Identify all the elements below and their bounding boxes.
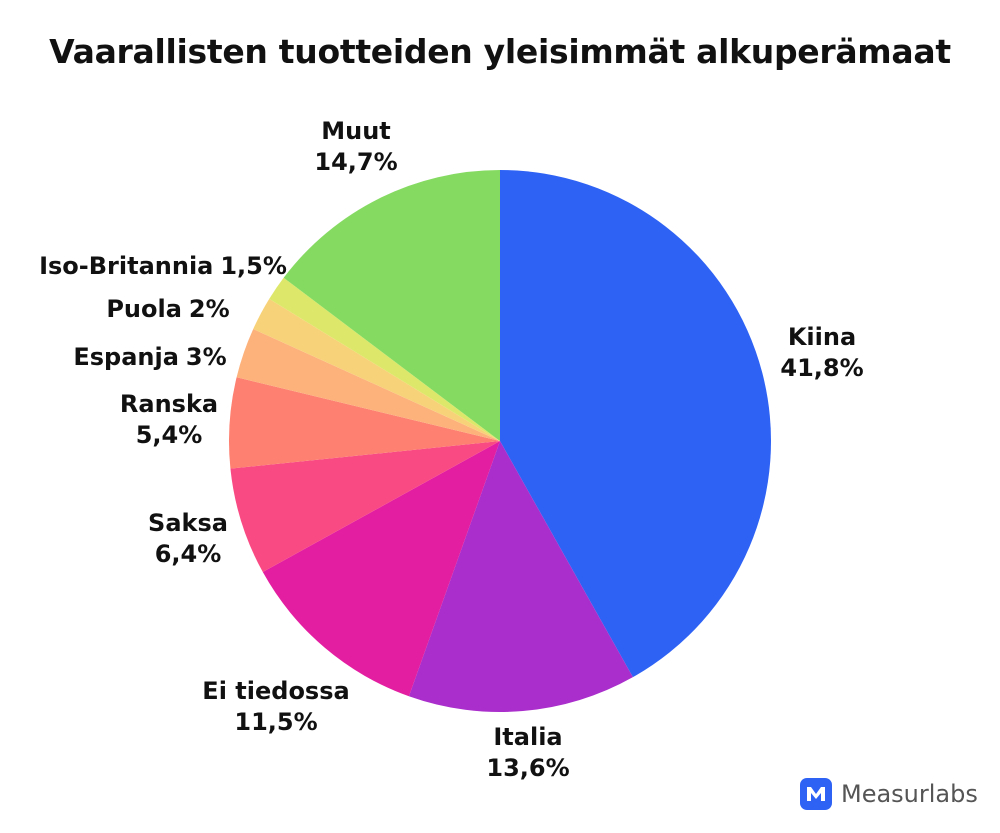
pie-slice-muut: [283, 170, 500, 441]
brand-logo: Measurlabs: [800, 778, 978, 810]
pie-slice-italia: [408, 441, 633, 712]
pie-slice-iso-britannia: [269, 277, 500, 441]
pie-slice-kiina: [500, 170, 771, 678]
measurlabs-m-icon: [800, 778, 832, 810]
data-label-ei-tiedossa: Ei tiedossa 11,5%: [202, 677, 350, 736]
pie-slice-puola: [253, 298, 500, 441]
data-label-ranska: Ranska 5,4%: [119, 390, 219, 449]
brand-name: Measurlabs: [841, 780, 978, 808]
pie-slice-espanja: [236, 328, 500, 441]
data-label-puola: Puola 2%: [106, 295, 230, 323]
data-label-kiina: Kiina 41,8%: [780, 323, 864, 382]
data-label-muut: Muut 14,7%: [314, 117, 398, 176]
data-label-saksa: Saksa 6,4%: [148, 509, 228, 568]
data-label-italia: Italia 13,6%: [486, 723, 570, 782]
chart-title: Vaarallisten tuotteiden yleisimmät alkup…: [49, 32, 951, 71]
pie-slice-ranska: [228, 377, 500, 469]
data-label-iso-britannia: Iso-Britannia 1,5%: [39, 252, 287, 280]
pie-slice-saksa: [230, 441, 500, 573]
data-label-espanja: Espanja 3%: [73, 343, 227, 371]
pie-slice-ei-tiedossa: [262, 441, 500, 697]
